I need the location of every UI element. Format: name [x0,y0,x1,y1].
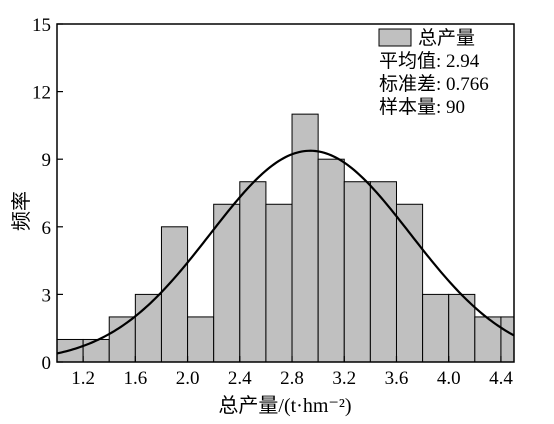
y-tick-label-1: 3 [42,285,52,306]
histogram-bar-12 [369,181,397,363]
histogram-bar-11 [343,181,371,363]
y-tick-label-5: 15 [32,15,51,36]
y-tick-label-0: 0 [42,353,52,374]
x-tick-label-7: 4.0 [437,368,461,389]
histogram-bar-17 [500,316,515,363]
histogram-bar-5 [187,316,215,363]
histogram-bar-7 [239,181,267,363]
plot-frame [56,23,515,363]
histogram-bar-10 [317,158,345,363]
histogram-bar-14 [422,293,450,363]
x-axis-title: 总产量/(t·hm⁻²) [218,394,351,417]
x-tick-label-0: 1.2 [71,368,95,389]
histogram-bar-13 [395,203,424,363]
x-tick-label-1: 1.6 [123,368,147,389]
y-tick-label-2: 6 [42,218,52,239]
x-tick-label-5: 3.2 [332,368,356,389]
legend: 总产量 平均值: 2.94 标准差: 0.766 样本量: 90 [378,27,489,118]
y-tick-label-4: 12 [32,83,51,104]
histogram-bar-1 [82,338,110,363]
histogram-bar-6 [213,203,241,363]
x-tick-label-6: 3.6 [385,368,409,389]
x-tick-label-2: 2.0 [176,368,200,389]
legend-std-dev: 标准差: 0.766 [379,73,489,95]
normal-distribution-curve [56,149,515,355]
histogram-bar-2 [108,316,136,363]
ticks-layer: 1.2 1.6 2.0 2.4 2.8 3.2 3.6 4.0 4.4 0 3 6 9 12 15 [32,15,513,389]
y-axis-title: 频率 [10,191,33,231]
legend-series-name: 总产量 [418,27,475,49]
legend-sample-size: 样本量: 90 [379,96,465,118]
x-tick-label-4: 2.8 [280,368,304,389]
bars-layer [56,113,515,363]
histogram-bar-15 [448,293,476,363]
legend-mean: 平均值: 2.94 [379,50,480,72]
y-tick-label-3: 9 [42,150,52,171]
legend-swatch [378,28,412,47]
histogram-bar-8 [265,203,293,363]
histogram-bar-4 [160,226,189,363]
x-tick-label-3: 2.4 [228,368,252,389]
x-tick-label-8: 4.4 [489,368,513,389]
histogram-bar-9 [291,113,319,363]
